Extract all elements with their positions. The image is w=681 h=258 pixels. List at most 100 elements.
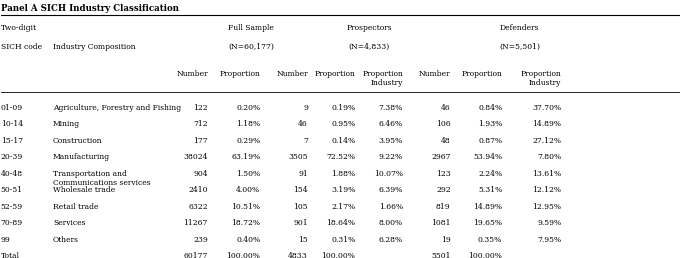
Text: 63.19%: 63.19% bbox=[231, 153, 260, 161]
Text: 0.29%: 0.29% bbox=[236, 137, 260, 145]
Text: 48: 48 bbox=[441, 137, 451, 145]
Text: 14.89%: 14.89% bbox=[473, 203, 503, 211]
Text: 18.72%: 18.72% bbox=[232, 219, 260, 227]
Text: Number: Number bbox=[419, 70, 451, 78]
Text: 0.95%: 0.95% bbox=[332, 120, 355, 128]
Text: 100.00%: 100.00% bbox=[226, 252, 260, 258]
Text: 6.28%: 6.28% bbox=[379, 236, 403, 244]
Text: 40-48: 40-48 bbox=[1, 170, 23, 178]
Text: 11267: 11267 bbox=[184, 219, 208, 227]
Text: Prospectors: Prospectors bbox=[346, 25, 392, 33]
Text: 0.31%: 0.31% bbox=[331, 236, 355, 244]
Text: Proportion
Industry: Proportion Industry bbox=[362, 70, 403, 87]
Text: 0.84%: 0.84% bbox=[478, 104, 503, 112]
Text: 5.31%: 5.31% bbox=[478, 186, 503, 194]
Text: Services: Services bbox=[53, 219, 86, 227]
Text: 123: 123 bbox=[436, 170, 451, 178]
Text: Wholesale trade: Wholesale trade bbox=[53, 186, 115, 194]
Text: 1.93%: 1.93% bbox=[478, 120, 503, 128]
Text: Industry Composition: Industry Composition bbox=[53, 43, 136, 51]
Text: 2410: 2410 bbox=[189, 186, 208, 194]
Text: 1.18%: 1.18% bbox=[236, 120, 260, 128]
Text: 7.80%: 7.80% bbox=[537, 153, 561, 161]
Text: 0.87%: 0.87% bbox=[478, 137, 503, 145]
Text: 15: 15 bbox=[298, 236, 308, 244]
Text: Manufacturing: Manufacturing bbox=[53, 153, 110, 161]
Text: 99: 99 bbox=[1, 236, 10, 244]
Text: 0.40%: 0.40% bbox=[236, 236, 260, 244]
Text: 01-09: 01-09 bbox=[1, 104, 23, 112]
Text: 177: 177 bbox=[193, 137, 208, 145]
Text: 9.59%: 9.59% bbox=[537, 219, 561, 227]
Text: Full Sample: Full Sample bbox=[228, 25, 274, 33]
Text: Transportation and
Communications services: Transportation and Communications servic… bbox=[53, 170, 151, 187]
Text: 9.22%: 9.22% bbox=[379, 153, 403, 161]
Text: 100.00%: 100.00% bbox=[321, 252, 355, 258]
Text: 3.95%: 3.95% bbox=[379, 137, 403, 145]
Text: Number: Number bbox=[276, 70, 308, 78]
Text: Others: Others bbox=[53, 236, 79, 244]
Text: 46: 46 bbox=[298, 120, 308, 128]
Text: 53.94%: 53.94% bbox=[473, 153, 503, 161]
Text: Agriculture, Forestry and Fishing: Agriculture, Forestry and Fishing bbox=[53, 104, 181, 112]
Text: 70-89: 70-89 bbox=[1, 219, 23, 227]
Text: 3505: 3505 bbox=[288, 153, 308, 161]
Text: Proportion
Industry: Proportion Industry bbox=[520, 70, 561, 87]
Text: 7.38%: 7.38% bbox=[379, 104, 403, 112]
Text: 4833: 4833 bbox=[288, 252, 308, 258]
Text: 14.89%: 14.89% bbox=[533, 120, 561, 128]
Text: 9: 9 bbox=[303, 104, 308, 112]
Text: 15-17: 15-17 bbox=[1, 137, 23, 145]
Text: 12.12%: 12.12% bbox=[533, 186, 561, 194]
Text: 46: 46 bbox=[441, 104, 451, 112]
Text: 901: 901 bbox=[294, 219, 308, 227]
Text: 0.35%: 0.35% bbox=[478, 236, 503, 244]
Text: 60177: 60177 bbox=[184, 252, 208, 258]
Text: Mining: Mining bbox=[53, 120, 80, 128]
Text: Total: Total bbox=[1, 252, 20, 258]
Text: 19: 19 bbox=[441, 236, 451, 244]
Text: 2.17%: 2.17% bbox=[332, 203, 355, 211]
Text: 2967: 2967 bbox=[431, 153, 451, 161]
Text: 1.66%: 1.66% bbox=[379, 203, 403, 211]
Text: Proportion: Proportion bbox=[315, 70, 355, 78]
Text: 239: 239 bbox=[193, 236, 208, 244]
Text: 1.50%: 1.50% bbox=[236, 170, 260, 178]
Text: 904: 904 bbox=[193, 170, 208, 178]
Text: 154: 154 bbox=[294, 186, 308, 194]
Text: Defenders: Defenders bbox=[500, 25, 539, 33]
Text: 10.07%: 10.07% bbox=[374, 170, 403, 178]
Text: 8.00%: 8.00% bbox=[379, 219, 403, 227]
Text: 13.61%: 13.61% bbox=[533, 170, 561, 178]
Text: (N=4,833): (N=4,833) bbox=[349, 43, 390, 51]
Text: 50-51: 50-51 bbox=[1, 186, 23, 194]
Text: 6.46%: 6.46% bbox=[379, 120, 403, 128]
Text: 91: 91 bbox=[298, 170, 308, 178]
Text: 1.88%: 1.88% bbox=[332, 170, 355, 178]
Text: 12.95%: 12.95% bbox=[533, 203, 561, 211]
Text: 6322: 6322 bbox=[189, 203, 208, 211]
Text: 712: 712 bbox=[193, 120, 208, 128]
Text: Two-digit: Two-digit bbox=[1, 25, 37, 33]
Text: 4.00%: 4.00% bbox=[236, 186, 260, 194]
Text: 2.24%: 2.24% bbox=[478, 170, 503, 178]
Text: 106: 106 bbox=[436, 120, 451, 128]
Text: 105: 105 bbox=[294, 203, 308, 211]
Text: Panel A SICH Industry Classification: Panel A SICH Industry Classification bbox=[1, 4, 178, 13]
Text: 7.95%: 7.95% bbox=[537, 236, 561, 244]
Text: 292: 292 bbox=[436, 186, 451, 194]
Text: 18.64%: 18.64% bbox=[326, 219, 355, 227]
Text: 0.20%: 0.20% bbox=[236, 104, 260, 112]
Text: Retail trade: Retail trade bbox=[53, 203, 99, 211]
Text: 7: 7 bbox=[303, 137, 308, 145]
Text: 10.51%: 10.51% bbox=[232, 203, 260, 211]
Text: 0.14%: 0.14% bbox=[332, 137, 355, 145]
Text: 5501: 5501 bbox=[431, 252, 451, 258]
Text: 1081: 1081 bbox=[431, 219, 451, 227]
Text: 10-14: 10-14 bbox=[1, 120, 23, 128]
Text: 52-59: 52-59 bbox=[1, 203, 23, 211]
Text: 819: 819 bbox=[436, 203, 451, 211]
Text: 20-39: 20-39 bbox=[1, 153, 23, 161]
Text: 6.39%: 6.39% bbox=[379, 186, 403, 194]
Text: Proportion: Proportion bbox=[461, 70, 503, 78]
